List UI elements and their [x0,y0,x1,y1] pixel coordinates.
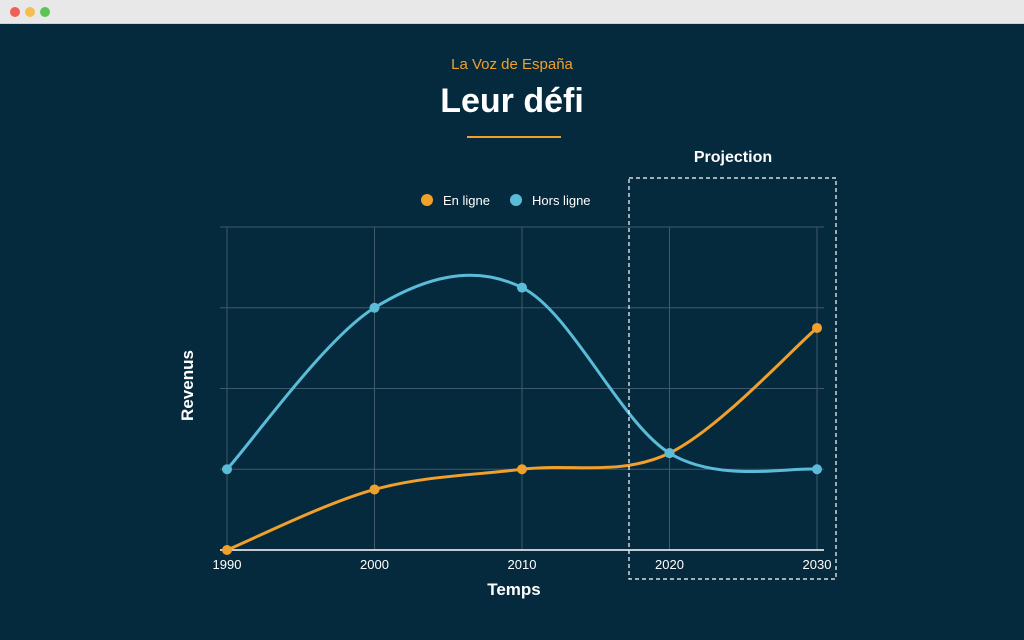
x-tick-labels: 1990 2000 2010 2020 2030 [213,557,832,572]
data-point-hors-ligne [517,282,527,293]
minimize-window-button[interactable] [25,7,35,17]
grid-lines [220,226,824,551]
x-tick-label: 2020 [655,557,684,572]
projection-annotation: Projection [628,149,837,580]
line-chart: En ligne Hors ligne 1990 2000 2010 2020 2030 … [178,149,837,599]
data-point-hors-ligne [664,448,675,459]
maximize-window-button[interactable] [40,7,50,17]
chart-panel: La Voz de España Leur défi En ligne Hors … [0,24,1024,640]
x-tick-label: 2030 [803,557,832,572]
legend: En ligne Hors ligne [421,193,591,208]
x-tick-label: 2000 [360,557,389,572]
y-axis-title: Revenus [178,350,197,421]
title-underline [467,136,561,138]
legend-marker-hors-ligne [510,194,522,206]
chart-title: Leur défi [440,82,584,120]
data-point-hors-ligne [222,464,232,475]
data-point-en-ligne [369,484,380,495]
data-point-en-ligne [222,545,232,555]
x-tick-label: 1990 [213,557,242,572]
data-point-hors-ligne [812,464,822,475]
projection-label: Projection [694,149,772,166]
legend-label-en-ligne: En ligne [443,193,490,208]
x-axis-title: Temps [487,580,541,599]
series-lines [222,273,822,555]
data-point-hors-ligne [369,302,380,313]
data-point-en-ligne [517,464,527,475]
data-point-en-ligne [812,322,822,333]
brand-name: La Voz de España [451,56,573,73]
window-titlebar [0,0,1024,24]
close-window-button[interactable] [10,7,20,17]
legend-marker-en-ligne [421,194,433,206]
x-tick-label: 2010 [508,557,537,572]
legend-label-hors-ligne: Hors ligne [532,193,591,208]
projection-box [628,177,837,580]
